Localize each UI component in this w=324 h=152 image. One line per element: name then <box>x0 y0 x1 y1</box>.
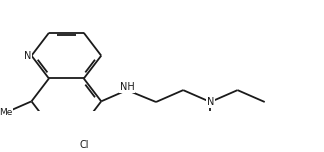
Text: Me: Me <box>0 108 13 117</box>
Text: NH: NH <box>120 82 134 92</box>
Text: N: N <box>24 51 31 61</box>
Text: Cl: Cl <box>79 140 88 150</box>
Text: N: N <box>207 97 214 107</box>
